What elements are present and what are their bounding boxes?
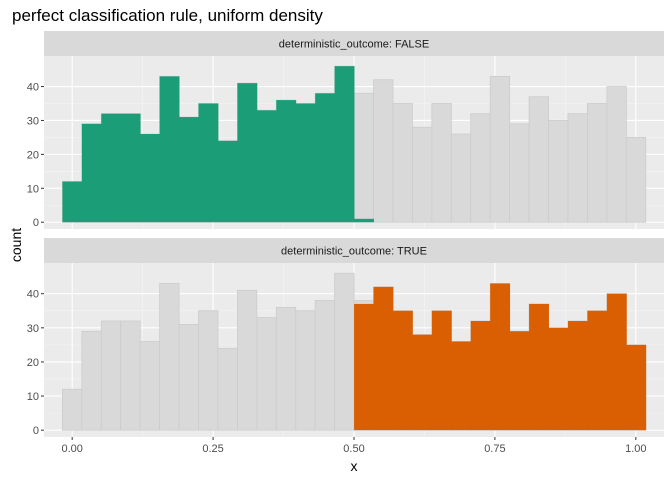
highlight-bar: [81, 123, 102, 223]
background-bar: [178, 324, 199, 431]
background-bar: [567, 113, 588, 223]
highlight-bar: [412, 334, 433, 431]
highlight-bar: [548, 327, 569, 431]
highlight-bar: [62, 181, 83, 223]
highlight-bar: [315, 93, 336, 223]
background-bar: [528, 96, 549, 223]
highlight-bar: [509, 331, 530, 431]
highlight-bar: [373, 286, 394, 431]
highlight-bar: [606, 293, 627, 431]
background-bar: [431, 103, 452, 223]
background-bar: [217, 347, 238, 431]
highlight-bar: [256, 110, 277, 223]
background-bar: [353, 92, 374, 223]
highlight-bar: [159, 76, 180, 223]
x-tick-label: 0.50: [343, 443, 364, 455]
background-bar: [62, 388, 83, 431]
y-tick-label: 0: [33, 217, 39, 229]
background-bar: [198, 310, 219, 431]
highlight-bar: [490, 283, 511, 431]
background-bar: [373, 79, 394, 223]
x-tick-label: 0.25: [202, 443, 223, 455]
background-bar: [256, 317, 277, 431]
x-axis-title: x: [351, 458, 358, 474]
background-bar: [509, 123, 530, 223]
highlight-bar: [179, 117, 199, 223]
y-tick-label: 0: [33, 425, 39, 437]
x-tick-label: 1.00: [625, 443, 646, 455]
x-tick-label: 0.75: [484, 443, 505, 455]
highlight-bar: [276, 100, 297, 223]
background-bar: [295, 310, 316, 431]
background-bar: [606, 86, 627, 223]
background-bar: [489, 75, 511, 223]
highlight-bar: [217, 140, 238, 223]
facet-strip: [44, 31, 664, 56]
background-bar: [314, 300, 336, 431]
highlight-bar: [587, 310, 608, 431]
background-bar: [139, 341, 161, 431]
y-tick-label: 10: [27, 391, 39, 403]
y-axis-title: count: [8, 228, 24, 262]
highlight-bar: [295, 103, 316, 223]
background-bar: [450, 133, 472, 223]
facet-strip: [44, 238, 664, 263]
y-tick-label: 30: [27, 323, 39, 335]
background-bar: [412, 126, 433, 223]
highlight-bar: [431, 310, 452, 431]
background-bar: [470, 113, 491, 223]
highlight-bar: [626, 344, 647, 431]
highlight-bar: [354, 303, 374, 431]
background-bar: [548, 120, 569, 223]
background-bar: [120, 320, 141, 431]
highlight-bar: [140, 134, 161, 223]
highlight-bar: [101, 113, 122, 223]
background-bar: [100, 320, 122, 431]
highlight-bar: [120, 113, 141, 223]
background-bar: [275, 306, 297, 431]
background-bar: [392, 103, 413, 223]
facet-strip-label: deterministic_outcome: FALSE: [279, 39, 429, 51]
background-bar: [625, 137, 647, 223]
y-tick-label: 10: [27, 183, 39, 195]
chart-title: perfect classification rule, uniform den…: [12, 6, 323, 25]
background-bar: [159, 283, 180, 431]
highlight-bar: [567, 321, 588, 431]
y-tick-label: 40: [27, 289, 39, 301]
highlight-bar: [354, 218, 374, 223]
background-bar: [334, 272, 355, 431]
background-bar: [587, 103, 608, 223]
background-bar: [81, 330, 102, 431]
highlight-bar: [334, 66, 355, 223]
y-tick-label: 20: [27, 357, 39, 369]
x-axis: 0.00 0.25 0.50 0.75 1.00: [61, 437, 647, 455]
highlight-bar: [392, 310, 413, 431]
highlight-bar: [237, 83, 258, 223]
y-tick-label: 20: [27, 149, 39, 161]
y-tick-label: 40: [27, 82, 39, 94]
background-bar: [237, 289, 258, 431]
highlight-bar: [470, 321, 491, 431]
facet-panel-true: deterministic_outcome: TRUE 0 10 20 30 40: [27, 238, 664, 437]
highlight-bar: [451, 341, 472, 431]
highlight-bar: [529, 303, 549, 431]
x-tick-label: 0.00: [61, 443, 82, 455]
facet-panel-false: deterministic_outcome: FALSE 0 10 20 30 40: [27, 31, 664, 229]
highlight-bar: [198, 103, 219, 223]
y-tick-label: 30: [27, 115, 39, 127]
facet-strip-label: deterministic_outcome: TRUE: [281, 246, 427, 258]
